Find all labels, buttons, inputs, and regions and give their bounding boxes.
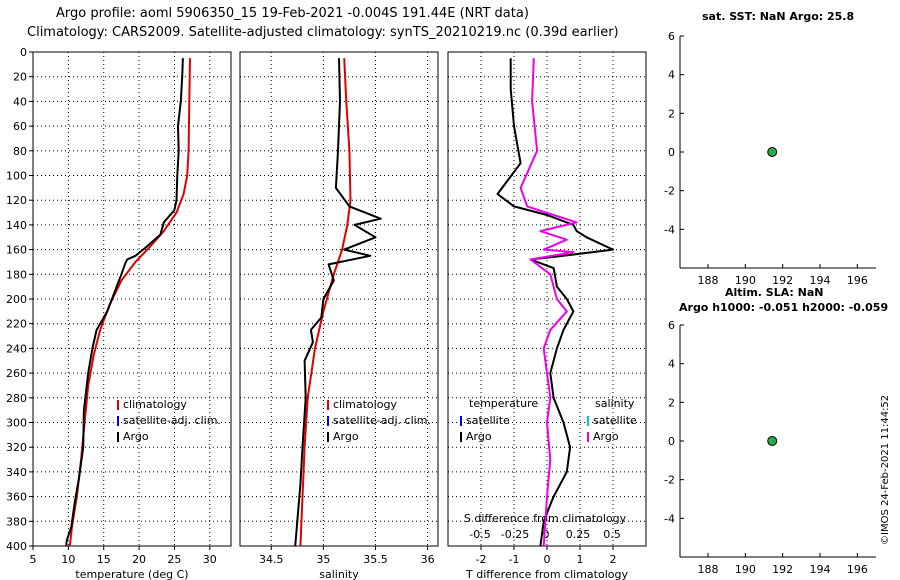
salinity-series-Argo (294, 58, 382, 547)
temperature-x-tick-label: 25 (167, 553, 181, 566)
temperature-series-climatology (68, 58, 191, 547)
temperature-legend-satellite-label: satellite-adj. clim. (123, 414, 221, 427)
sla-panel-title-line2: Argo h1000: -0.051 h2000: -0.059 (679, 301, 889, 314)
differences-x-label: T difference from climatology (465, 568, 628, 580)
differences-s-tick-label: 0 (543, 528, 550, 541)
sst-panel-point (767, 147, 778, 157)
sst-panel-x-tick-label: 196 (847, 274, 868, 287)
sla-panel-y-tick-label: 4 (668, 358, 675, 371)
differences-legend-salinity-argo-label: Argo (593, 430, 619, 443)
sst-panel-x-tick-label: 188 (698, 274, 719, 287)
sla-panel-x-tick-label: 196 (847, 563, 868, 576)
depth-tick-label: 320 (6, 441, 27, 454)
temperature-series-Argo (65, 58, 184, 547)
sla-panel-x-tick-label: 188 (698, 563, 719, 576)
differences-x-tick-label: 2 (610, 553, 617, 566)
salinity-series-climatology (299, 58, 352, 547)
depth-tick-label: 160 (6, 244, 27, 257)
depth-tick-label: 240 (6, 342, 27, 355)
differences-x-tick-label: -1 (509, 553, 520, 566)
depth-tick-label: 340 (6, 466, 27, 479)
sla-panel-x-tick-label: 190 (735, 563, 756, 576)
temperature-x-label: temperature (deg C) (75, 568, 188, 580)
temperature-legend-argo-label: Argo (123, 430, 149, 443)
sla-panel-y-tick-label: -2 (664, 474, 675, 487)
salinity-x-tick-label: 34.5 (259, 553, 284, 566)
salinity-legend-climatology-label: climatology (333, 398, 397, 411)
sla-panel-y-tick-label: -4 (664, 512, 675, 525)
differences-legend-temperature-argo-label: Argo (466, 430, 492, 443)
sla-panel-y-tick-label: 6 (668, 319, 675, 332)
differences-s-tick-label: -0.5 (469, 528, 490, 541)
differences-legend-salinity-title: salinity (595, 397, 635, 410)
sla-panel-x-tick-label: 192 (772, 563, 793, 576)
depth-tick-label: 0 (20, 46, 27, 59)
differences-legend-temperature-satellite-label: satellite (466, 414, 510, 427)
sst-panel-y-tick-label: 2 (668, 107, 675, 120)
depth-tick-label: 380 (6, 515, 27, 528)
sla-panel-y-tick-label: 0 (668, 435, 675, 448)
depth-tick-label: 120 (6, 194, 27, 207)
differences-x-tick-label: -2 (476, 553, 487, 566)
depth-tick-label: 220 (6, 318, 27, 331)
figure-title-line2: Climatology: CARS2009. Satellite-adjuste… (27, 25, 619, 40)
figure-title-line1: Argo profile: aoml 5906350_15 19-Feb-202… (56, 6, 529, 21)
depth-tick-label: 360 (6, 491, 27, 504)
sst-panel-y-tick-label: 6 (668, 30, 675, 43)
temperature-x-tick-label: 30 (203, 553, 217, 566)
depth-tick-label: 100 (6, 170, 27, 183)
differences-s-tick-label: 0.5 (603, 528, 621, 541)
sla-panel-title-line1: Altim. SLA: NaN (725, 286, 824, 299)
salinity-x-tick-label: 35 (316, 553, 330, 566)
sst-panel-y-tick-label: 4 (668, 69, 675, 82)
differences-legend-temperature-title: temperature (469, 397, 538, 410)
temperature-x-tick-label: 15 (97, 553, 111, 566)
depth-tick-label: 200 (6, 293, 27, 306)
differences-series-temperature (496, 58, 614, 547)
sla-panel-y-tick-label: 2 (668, 396, 675, 409)
temperature-x-tick-label: 20 (132, 553, 146, 566)
sst-panel-x-tick-label: 192 (772, 274, 793, 287)
differences-s-tick-label: 0.25 (566, 528, 591, 541)
depth-tick-label: 20 (13, 71, 27, 84)
sst-panel-y-tick-label: -4 (664, 223, 675, 236)
salinity-legend-satellite-label: satellite-adj. clim. (333, 414, 431, 427)
depth-tick-label: 300 (6, 417, 27, 430)
depth-tick-label: 40 (13, 95, 27, 108)
differences-legend-salinity-satellite-label: satellite (593, 414, 637, 427)
sst-panel-y-tick-label: -2 (664, 185, 675, 198)
depth-tick-label: 280 (6, 392, 27, 405)
differences-s-tick-label: -0.25 (501, 528, 529, 541)
depth-tick-label: 260 (6, 367, 27, 380)
depth-tick-label: 180 (6, 268, 27, 281)
depth-tick-label: 400 (6, 540, 27, 553)
temperature-x-tick-label: 5 (30, 553, 37, 566)
differences-x-tick-label: 1 (577, 553, 584, 566)
salinity-x-label: salinity (319, 568, 359, 580)
salinity-frame (239, 51, 439, 547)
depth-tick-label: 140 (6, 219, 27, 232)
sst-panel-x-tick-label: 190 (735, 274, 756, 287)
sst-panel-x-tick-label: 194 (810, 274, 831, 287)
salinity-legend-argo-label: Argo (333, 430, 359, 443)
sst-panel-title: sat. SST: NaN Argo: 25.8 (702, 10, 855, 23)
salinity-x-tick-label: 36 (421, 553, 435, 566)
temperature-legend-climatology-label: climatology (123, 398, 187, 411)
depth-tick-label: 60 (13, 120, 27, 133)
differences-x-tick-label: 0 (544, 553, 551, 566)
differences-series-salinity (519, 58, 578, 547)
sla-panel-x-tick-label: 194 (810, 563, 831, 576)
sla-panel-point (767, 436, 778, 446)
salinity-x-tick-label: 35.5 (363, 553, 388, 566)
depth-tick-label: 80 (13, 145, 27, 158)
sst-panel-y-tick-label: 0 (668, 146, 675, 159)
temperature-x-tick-label: 10 (61, 553, 75, 566)
